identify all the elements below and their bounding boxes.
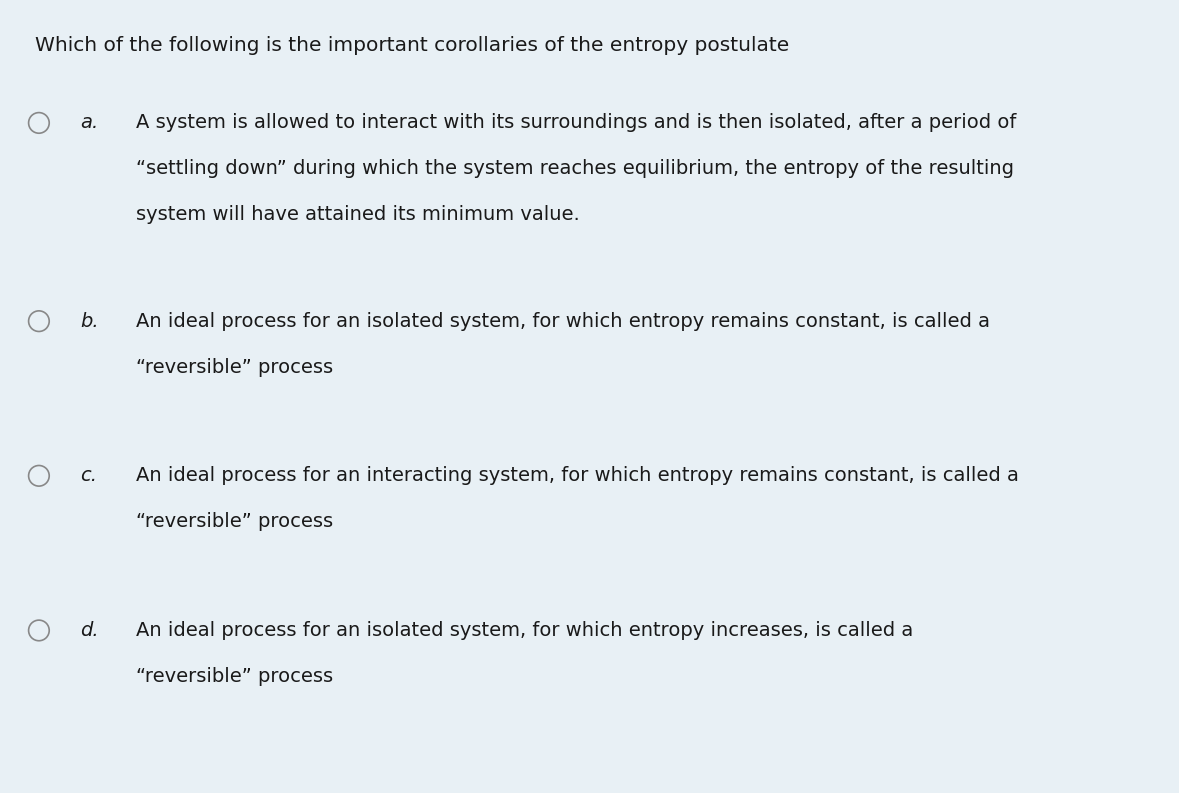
Text: system will have attained its minimum value.: system will have attained its minimum va… [136,205,579,224]
Text: b.: b. [80,312,99,331]
Text: d.: d. [80,621,99,640]
Text: An ideal process for an isolated system, for which entropy remains constant, is : An ideal process for an isolated system,… [136,312,989,331]
Text: An ideal process for an interacting system, for which entropy remains constant, : An ideal process for an interacting syst… [136,466,1019,485]
Text: An ideal process for an isolated system, for which entropy increases, is called : An ideal process for an isolated system,… [136,621,913,640]
Text: Which of the following is the important corollaries of the entropy postulate: Which of the following is the important … [35,36,790,55]
Text: “reversible” process: “reversible” process [136,512,332,531]
Text: “reversible” process: “reversible” process [136,358,332,377]
Text: “reversible” process: “reversible” process [136,667,332,686]
Text: a.: a. [80,113,98,132]
Ellipse shape [28,620,50,641]
Ellipse shape [28,311,50,331]
Ellipse shape [28,465,50,486]
Text: c.: c. [80,466,97,485]
Ellipse shape [28,113,50,133]
Text: “settling down” during which the system reaches equilibrium, the entropy of the : “settling down” during which the system … [136,159,1014,178]
Text: A system is allowed to interact with its surroundings and is then isolated, afte: A system is allowed to interact with its… [136,113,1016,132]
